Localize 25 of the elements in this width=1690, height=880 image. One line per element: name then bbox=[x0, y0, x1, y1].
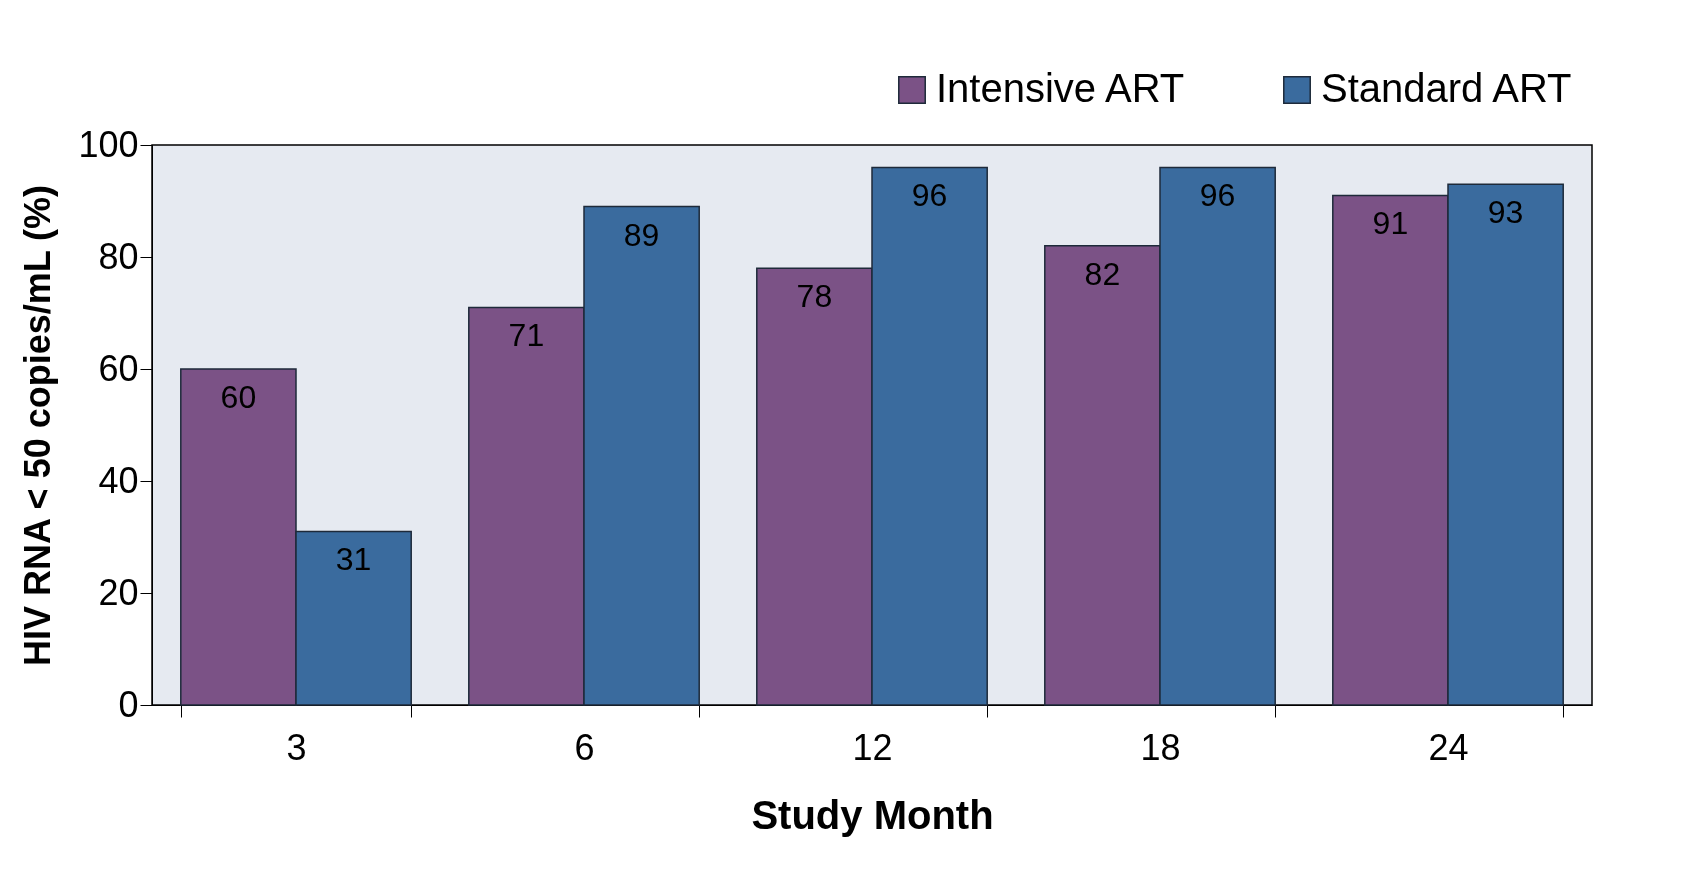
y-tick-label: 80 bbox=[98, 235, 139, 277]
x-tick-label: 24 bbox=[1428, 726, 1469, 768]
y-tick-label: 60 bbox=[98, 347, 139, 389]
y-tick-label: 40 bbox=[98, 459, 139, 501]
x-axis-title: Study Month bbox=[751, 792, 994, 837]
data-label: 96 bbox=[911, 177, 948, 214]
x-tick-label: 12 bbox=[852, 726, 893, 768]
data-label: 78 bbox=[796, 278, 833, 315]
x-tick-label: 3 bbox=[286, 726, 307, 768]
data-label: 96 bbox=[1199, 177, 1236, 214]
data-label: 93 bbox=[1487, 194, 1524, 231]
legend-label: Intensive ART bbox=[936, 66, 1185, 110]
data-label: 31 bbox=[335, 541, 372, 578]
data-label: 89 bbox=[623, 216, 660, 253]
y-tick-label: 20 bbox=[98, 571, 139, 613]
data-label: 82 bbox=[1084, 255, 1121, 292]
y-axis-title: HIV RNA < 50 copies/mL (%) bbox=[17, 184, 59, 667]
data-label: 71 bbox=[508, 317, 545, 354]
data-label: 91 bbox=[1372, 205, 1409, 242]
y-tick-label: 100 bbox=[78, 123, 139, 165]
legend-label: Standard ART bbox=[1321, 66, 1572, 110]
x-tick-label: 18 bbox=[1140, 726, 1181, 768]
y-tick-label: 0 bbox=[118, 683, 139, 725]
x-tick-label: 6 bbox=[574, 726, 595, 768]
data-label: 60 bbox=[220, 379, 257, 415]
